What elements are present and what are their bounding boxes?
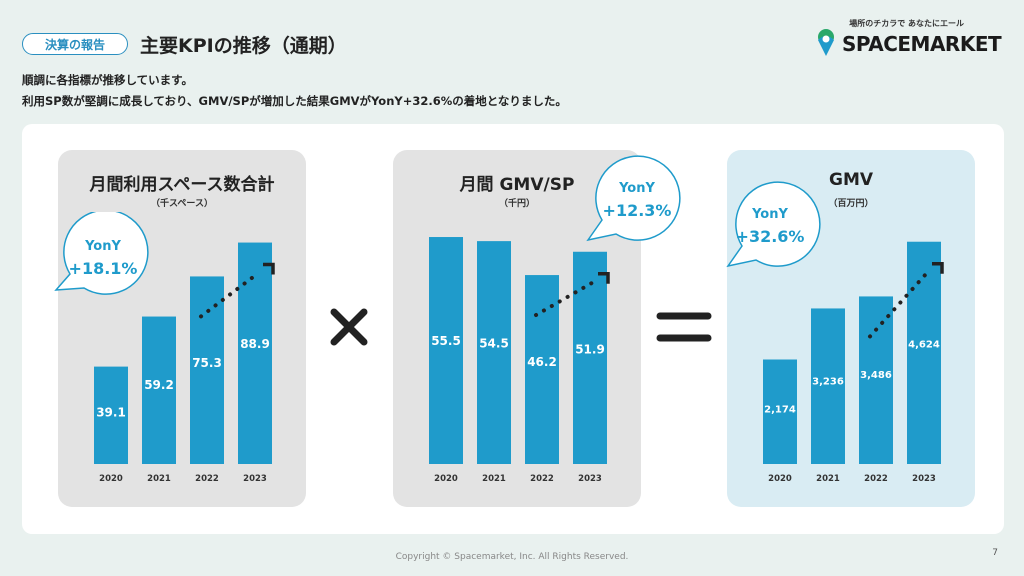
bar-2021	[142, 316, 176, 464]
bar-2022	[190, 276, 224, 464]
bar-value-label: 2,174	[764, 405, 796, 416]
x-tick-label: 2020	[768, 474, 792, 484]
x-tick-label: 2021	[816, 474, 840, 484]
trend-arrow-icon	[598, 272, 610, 284]
bar-value-label: 59.2	[144, 378, 174, 392]
trend-dotted-line	[534, 279, 596, 318]
chart-unit: （千円）	[498, 199, 535, 209]
bar-value-label: 54.5	[479, 336, 509, 350]
x-tick-label: 2022	[195, 474, 219, 484]
bar-value-label: 88.9	[240, 337, 270, 351]
bar-2023	[238, 242, 272, 464]
bar-2021	[477, 241, 511, 464]
logo-name: SPACEMARKET	[842, 32, 1002, 56]
x-tick-label: 2022	[530, 474, 554, 484]
description-line-1: 順調に各指標が推移しています。	[22, 73, 194, 87]
chart-gmv: 2,174 2020 3,236 2021 3,486 2022 4,624 2023	[763, 241, 944, 484]
bar-value-label: 51.9	[575, 342, 605, 356]
x-tick-label: 2020	[434, 474, 458, 484]
x-tick-label: 2022	[864, 474, 888, 484]
x-tick-label: 2023	[912, 474, 936, 484]
section-badge: 決算の報告	[22, 33, 128, 55]
bar-value-label: 39.1	[96, 405, 126, 419]
trend-arrow-icon	[932, 261, 944, 274]
yony-bubble-1: YonY +18.1%	[54, 212, 149, 295]
bar-2022	[859, 296, 893, 464]
bar-2020	[429, 237, 463, 464]
bar-value-label: 3,236	[812, 376, 844, 387]
panel-space-count: 月間利用スペース数合計 （千スペース） 39.1 2020 59.2 2021 75.3…	[58, 150, 306, 507]
yony-label: YonY	[84, 239, 121, 254]
bar-2020	[763, 359, 797, 464]
yony-value: +12.3%	[603, 201, 672, 220]
copyright: Copyright © Spacemarket, Inc. All Rights…	[395, 552, 629, 562]
trend-dotted-line	[199, 270, 261, 319]
bar-value-label: 55.5	[431, 334, 461, 348]
chart-title: 月間利用スペース数合計	[89, 175, 275, 195]
bar-2023	[573, 251, 607, 464]
yony-value: +32.6%	[736, 227, 805, 246]
x-tick-label: 2020	[99, 474, 123, 484]
description-line-2: 利用SP数が堅調に成長しており、GMV/SPが増加した結果GMVがYonY+32…	[22, 94, 567, 108]
x-tick-label: 2021	[482, 474, 506, 484]
chart-space-count: 39.1 2020 59.2 2021 75.3 2022 88.9 2023	[94, 242, 275, 484]
chart-title: GMV	[828, 170, 874, 190]
bar-value-label: 3,486	[860, 370, 892, 381]
yony-bubble-3: YonY +32.6%	[726, 181, 821, 268]
bar-value-label: 75.3	[192, 356, 222, 370]
yony-label: YonY	[751, 207, 788, 222]
bar-2022	[525, 275, 559, 464]
yony-bubble-2: YonY +12.3%	[586, 155, 681, 242]
trend-dotted-line	[868, 269, 930, 339]
bar-2021	[811, 308, 845, 464]
yony-label: YonY	[618, 181, 655, 196]
bar-2020	[94, 366, 128, 464]
trend-arrow-icon	[263, 262, 275, 275]
yony-value: +18.1%	[69, 259, 138, 278]
equals-operator-icon	[656, 312, 712, 342]
x-tick-label: 2023	[243, 474, 267, 484]
spacemarket-logo-icon	[818, 29, 834, 56]
bar-value-label: 4,624	[908, 340, 940, 351]
chart-unit: （千スペース）	[151, 199, 213, 209]
spacemarket-logo: 場所のチカラで あなたにエール SPACEMARKET	[814, 18, 1004, 62]
bar-value-label: 46.2	[527, 355, 557, 369]
chart-unit: （百万円）	[828, 199, 874, 209]
x-tick-label: 2023	[578, 474, 602, 484]
page-title: 主要KPIの推移（通期）	[140, 35, 347, 57]
times-operator-icon	[330, 308, 368, 346]
x-tick-label: 2021	[147, 474, 171, 484]
bar-2023	[907, 241, 941, 464]
logo-tagline: 場所のチカラで あなたにエール	[849, 19, 964, 28]
chart-title: 月間 GMV/SP	[459, 175, 575, 195]
chart-gmv-per-sp: 55.5 2020 54.5 2021 46.2 2022 51.9 2023	[429, 237, 610, 484]
page-number: 7	[992, 548, 998, 558]
